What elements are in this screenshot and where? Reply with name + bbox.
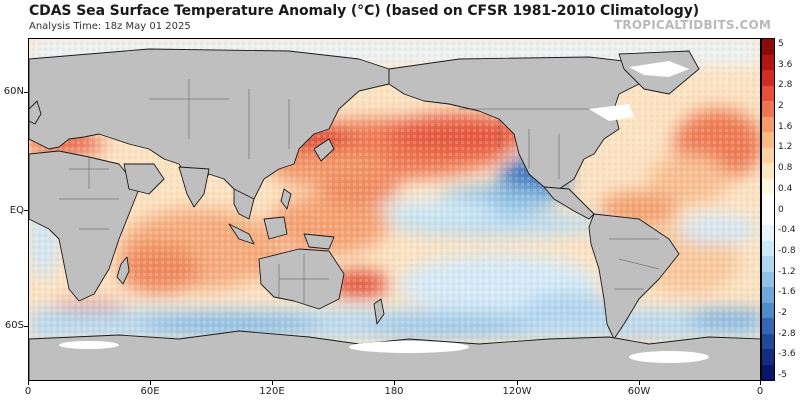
colorbar-segment xyxy=(762,256,774,272)
borders xyxy=(59,79,660,304)
land-uk xyxy=(29,100,42,125)
lon-label-60w: 60W xyxy=(627,386,651,397)
colorbar-tick-label: 0.4 xyxy=(778,183,793,194)
colorbar-segment xyxy=(762,240,774,256)
lat-tick-60s xyxy=(24,326,28,327)
analysis-time: Analysis Time: 18z May 01 2025 xyxy=(29,21,191,32)
colorbar-tick-label: 2 xyxy=(778,101,784,112)
land-madagascar xyxy=(116,256,130,285)
colorbar-segment xyxy=(762,132,774,148)
lon-tick-180 xyxy=(394,381,395,385)
colorbar-segment xyxy=(762,178,774,194)
colorbar-segment xyxy=(762,70,774,86)
landmasses xyxy=(29,48,760,380)
lon-label-0: 0 xyxy=(24,386,32,397)
lon-label-120e: 120E xyxy=(259,386,285,397)
land-south-america xyxy=(588,213,680,340)
colorbar-segment xyxy=(762,349,774,365)
colorbar-tick-label: 0 xyxy=(778,204,784,215)
lat-label-eq: EQ xyxy=(9,205,24,216)
colorbar-tick-label: -1.2 xyxy=(778,266,796,277)
lat-label-60s: 60S xyxy=(4,320,24,331)
lon-label-0-east: 0 xyxy=(756,386,764,397)
colorbar-tick-label: 1.2 xyxy=(778,142,793,153)
colorbar-segment xyxy=(762,364,774,380)
colorbar-segment xyxy=(762,116,774,132)
land-philippines xyxy=(280,188,292,210)
colorbar-tick-label: -0.4 xyxy=(778,225,796,236)
land-indochina xyxy=(233,188,255,220)
colorbar-segment xyxy=(762,85,774,101)
land-india xyxy=(178,166,210,208)
colorbar-segment xyxy=(762,147,774,163)
colorbar xyxy=(761,38,775,381)
land-africa xyxy=(29,150,140,302)
lat-tick-60n xyxy=(24,92,28,93)
lon-tick-60e xyxy=(150,381,151,385)
colorbar-segment xyxy=(762,287,774,303)
colorbar-segment xyxy=(762,302,774,318)
colorbar-segment xyxy=(762,318,774,334)
colorbar-tick-label: -0.8 xyxy=(778,245,796,256)
land-central-america xyxy=(543,186,595,220)
colorbar-tick-label: 0.8 xyxy=(778,163,793,174)
colorbar-segment xyxy=(762,163,774,179)
colorbar-segment xyxy=(762,209,774,225)
land-new-zealand xyxy=(373,298,385,325)
colorbar-segment xyxy=(762,101,774,117)
colorbar-segment xyxy=(762,225,774,241)
land-sumatra xyxy=(228,223,255,245)
colorbar-segment xyxy=(762,333,774,349)
colorbar-tick-label: -2.8 xyxy=(778,328,796,339)
sea-ice xyxy=(59,61,709,363)
lon-label-180: 180 xyxy=(384,386,404,397)
colorbar-tick-label: 3.6 xyxy=(778,59,793,70)
lon-tick-120w xyxy=(517,381,518,385)
land-antarctica xyxy=(29,330,760,380)
lon-tick-60w xyxy=(639,381,640,385)
land-eurasia xyxy=(29,48,390,205)
colorbar-segment xyxy=(762,39,774,55)
colorbar-tick-label: 5 xyxy=(778,39,784,49)
lon-tick-0-east xyxy=(760,381,761,385)
brand-watermark: TROPICALTIDBITS.COM xyxy=(614,18,771,32)
colorbar-tick-label: -2 xyxy=(778,307,787,318)
land-new-guinea xyxy=(303,233,335,250)
lon-tick-0 xyxy=(28,381,29,385)
sst-map xyxy=(28,38,761,381)
colorbar-tick-label: -1.6 xyxy=(778,287,796,298)
lon-tick-120e xyxy=(272,381,273,385)
lon-label-60e: 60E xyxy=(140,386,160,397)
land-borneo xyxy=(263,216,288,240)
colorbar-segment xyxy=(762,54,774,70)
colorbar-tick-label: 1.6 xyxy=(778,121,793,132)
colorbar-segment xyxy=(762,194,774,210)
lat-tick-eq xyxy=(24,210,28,211)
colorbar-tick-label: 2.8 xyxy=(778,80,793,91)
land-japan xyxy=(313,138,335,162)
lon-label-120w: 120W xyxy=(502,386,532,397)
chart-title: CDAS Sea Surface Temperature Anomaly (°C… xyxy=(29,3,700,19)
colorbar-tick-label: -5 xyxy=(778,370,787,380)
lat-label-60n: 60N xyxy=(3,86,24,97)
colorbar-tick-label: -3.6 xyxy=(778,349,796,360)
colorbar-segment xyxy=(762,271,774,287)
land-arabia xyxy=(123,163,165,195)
